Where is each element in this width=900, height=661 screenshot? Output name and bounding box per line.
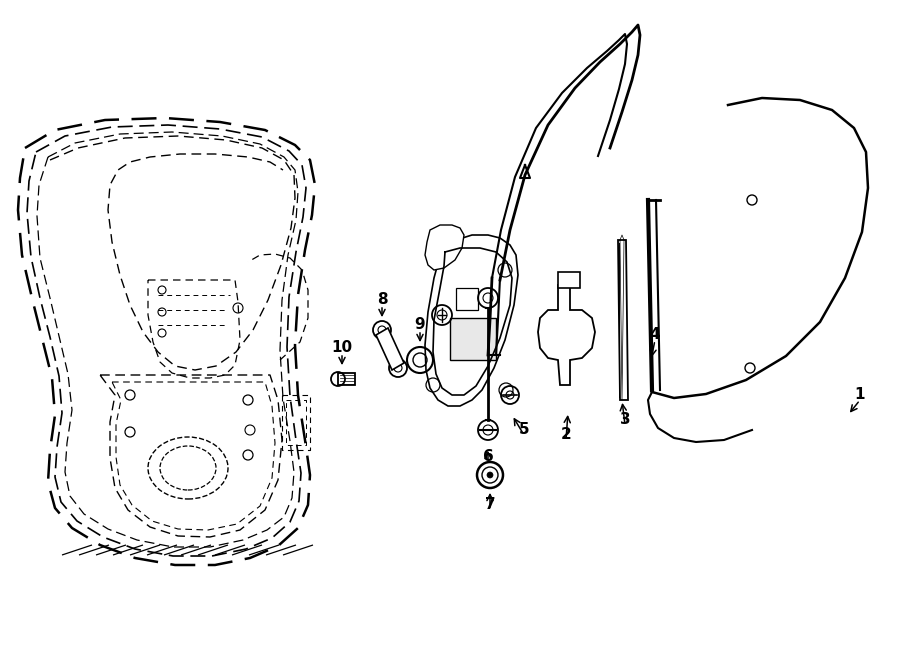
Text: 7: 7 — [485, 497, 495, 512]
Polygon shape — [558, 272, 580, 288]
Text: 9: 9 — [415, 317, 426, 332]
Text: 10: 10 — [331, 340, 353, 355]
Polygon shape — [376, 328, 404, 370]
Polygon shape — [425, 225, 464, 270]
Polygon shape — [338, 373, 355, 385]
Polygon shape — [450, 318, 496, 360]
Text: 1: 1 — [855, 387, 865, 402]
Circle shape — [487, 472, 493, 478]
Polygon shape — [618, 240, 628, 400]
Polygon shape — [425, 235, 518, 406]
Text: 2: 2 — [561, 427, 572, 442]
Text: 6: 6 — [482, 449, 493, 464]
Text: 3: 3 — [620, 412, 630, 427]
Polygon shape — [538, 285, 595, 385]
Polygon shape — [456, 288, 478, 310]
Text: 8: 8 — [377, 292, 387, 307]
Text: 5: 5 — [518, 422, 529, 437]
Text: 4: 4 — [650, 327, 661, 342]
